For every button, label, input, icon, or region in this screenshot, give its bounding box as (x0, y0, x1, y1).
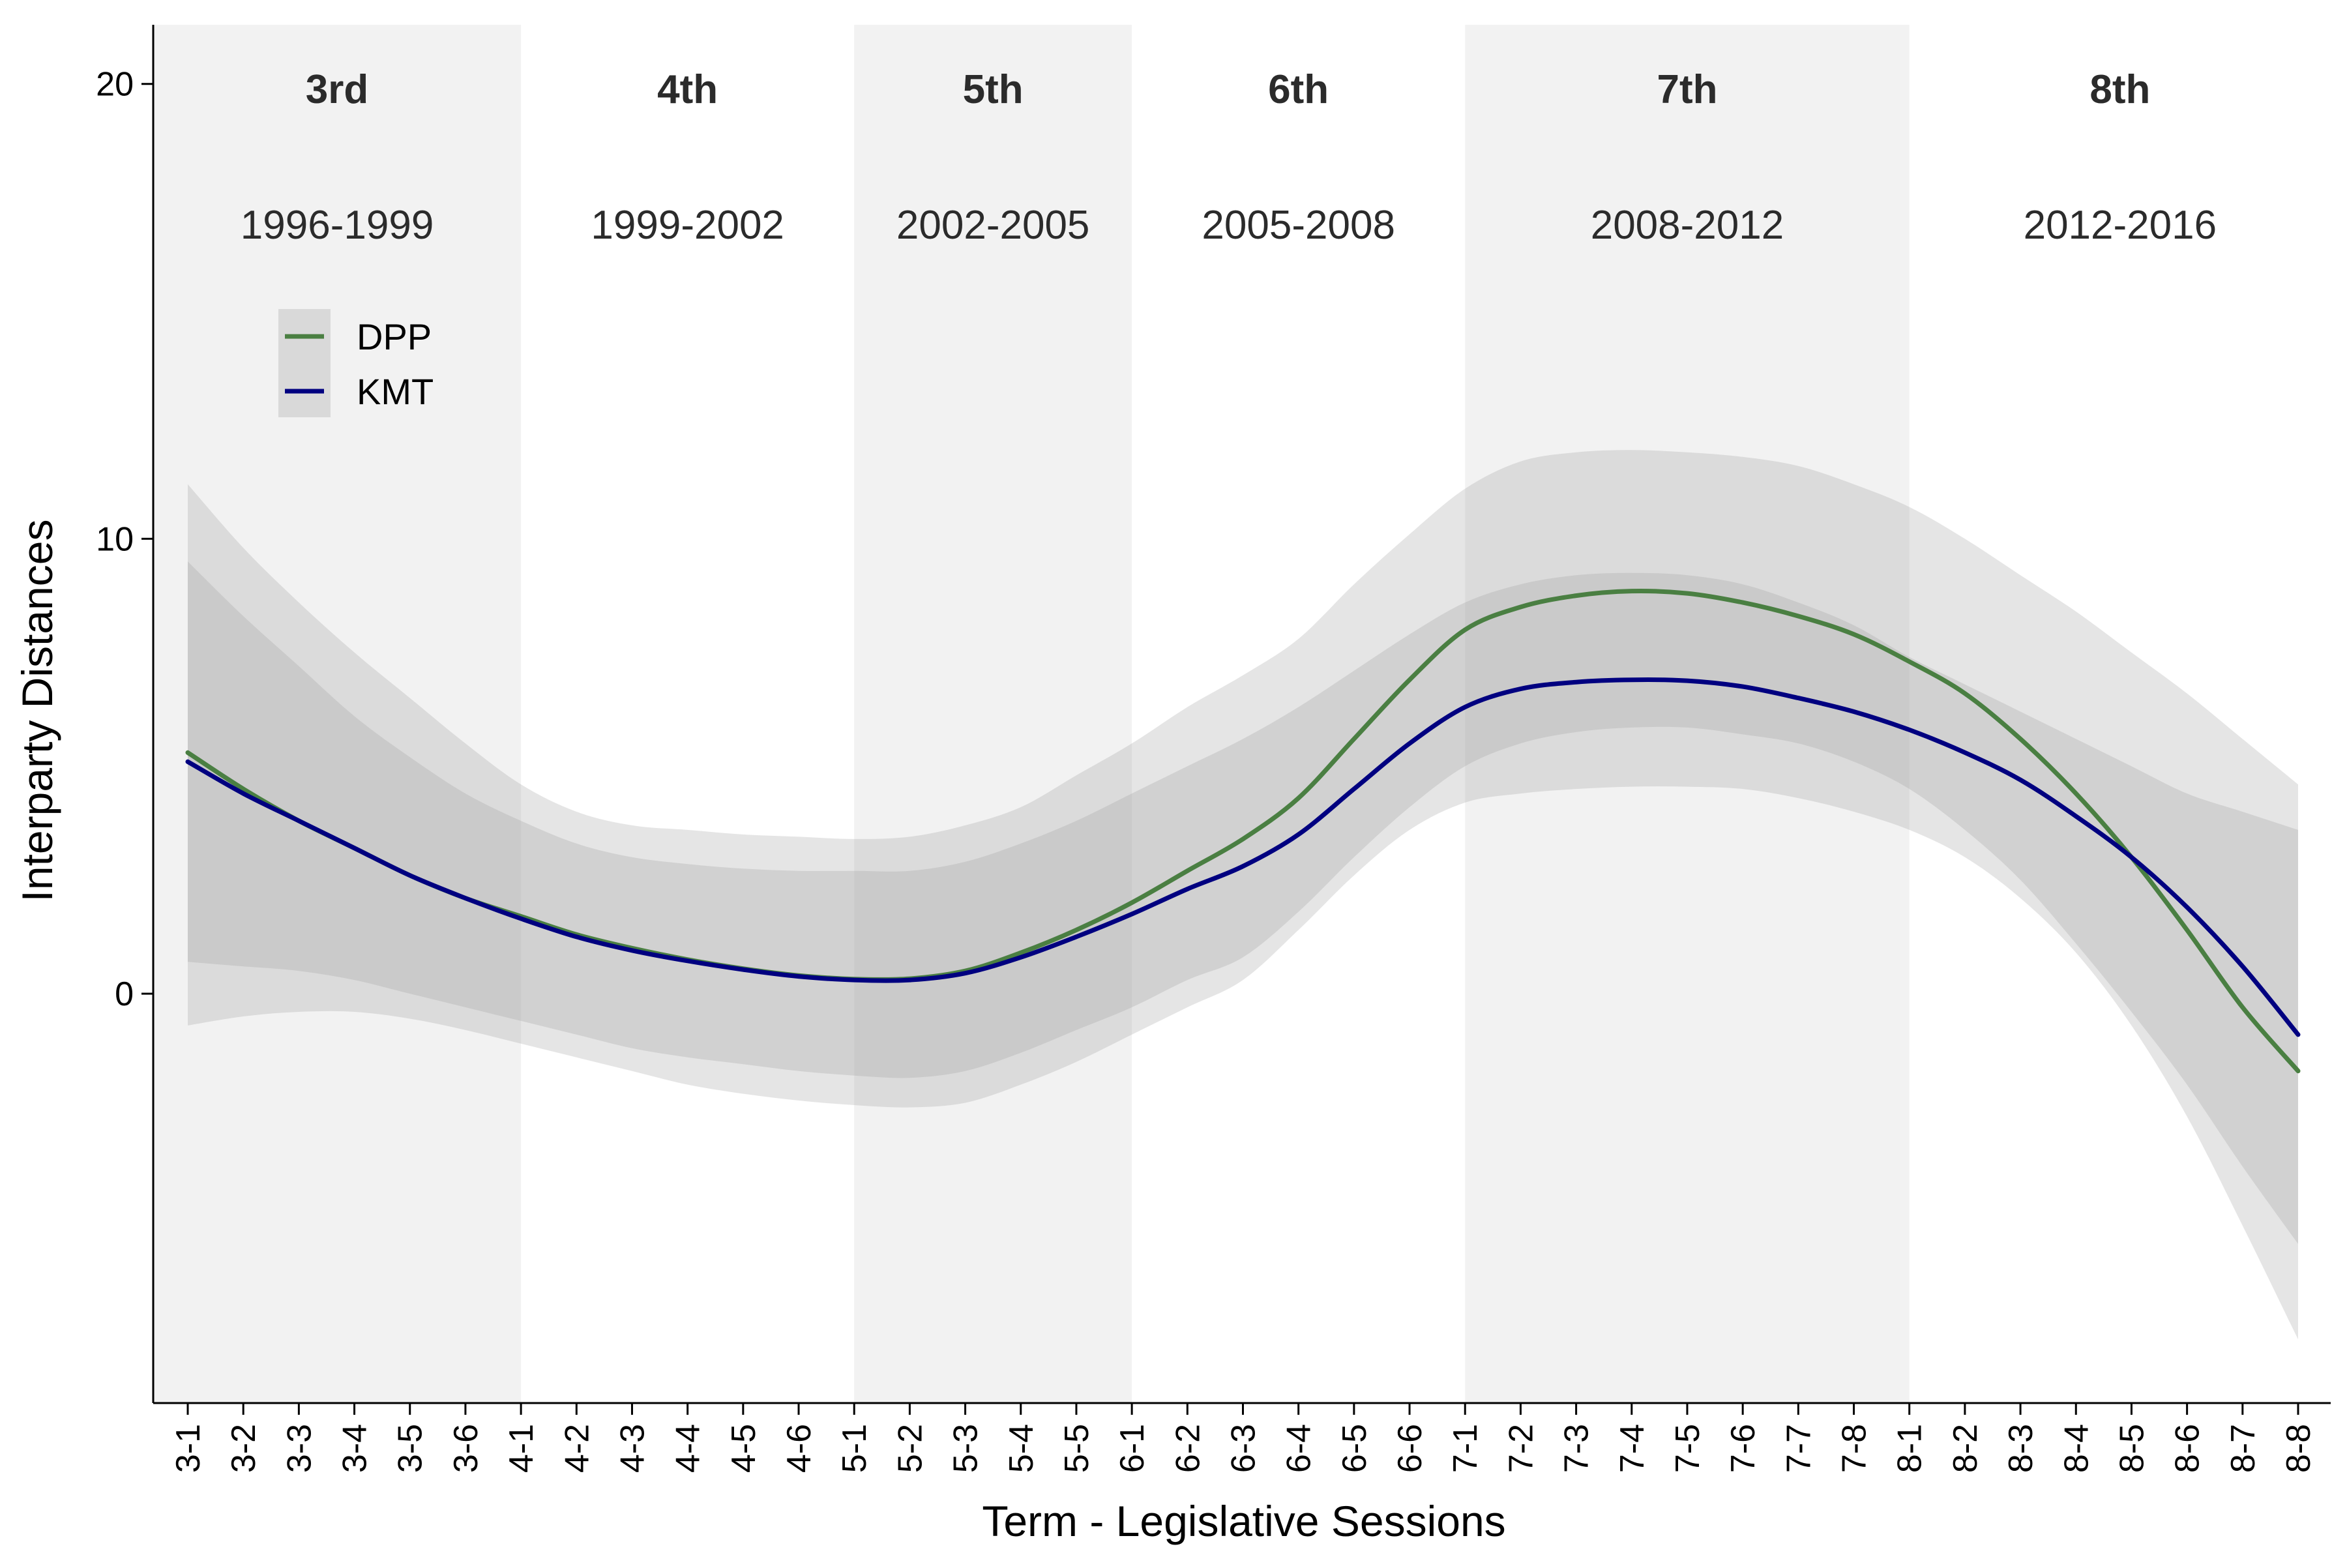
confidence-band-dpp (188, 450, 2298, 1340)
x-axis-title: Term - Legislative Sessions (982, 1497, 1505, 1545)
x-tick-label: 7-1 (1447, 1424, 1484, 1473)
x-tick-label: 4-1 (503, 1424, 540, 1473)
term-band-3 (854, 25, 1132, 1403)
x-tick-label: 3-2 (225, 1424, 263, 1473)
y-tick-label: 20 (96, 66, 134, 104)
x-tick-label: 5-3 (947, 1424, 985, 1473)
series-lines (185, 588, 2301, 1074)
term-years-6: 2012-2016 (2024, 203, 2217, 248)
term-bands (153, 25, 1910, 1403)
x-tick-label: 6-1 (1114, 1424, 1151, 1473)
term-name-3: 5th (963, 67, 1024, 112)
legend-label-dpp: DPP (357, 316, 432, 357)
term-years-2: 1999-2002 (591, 203, 784, 248)
term-name-1: 3rd (306, 67, 368, 112)
x-tick-label: 3-6 (447, 1424, 485, 1473)
x-tick-label: 4-2 (558, 1424, 596, 1473)
x-tick-label: 5-1 (836, 1424, 874, 1473)
y-tick-label: 10 (96, 520, 134, 558)
x-tick-label: 7-4 (1614, 1424, 1651, 1473)
x-tick-label: 5-2 (891, 1424, 929, 1473)
x-tick-label: 7-8 (1836, 1424, 1874, 1473)
y-axis-title: Interparty Distances (13, 520, 61, 902)
term-name-2: 4th (657, 67, 718, 112)
x-tick-label: 8-8 (2280, 1424, 2318, 1473)
x-tick-label: 3-4 (336, 1424, 374, 1473)
term-name-6: 8th (2089, 67, 2150, 112)
term-years-5: 2008-2012 (1591, 203, 1784, 248)
x-tick-label: 8-4 (2058, 1424, 2095, 1473)
x-tick-label: 3-5 (392, 1424, 430, 1473)
x-tick-label: 6-6 (1391, 1424, 1429, 1473)
term-years-3: 2002-2005 (896, 203, 1090, 248)
axes: 0 10 20 3-1 3-2 3-3 3-4 3-5 3-6 4-1 4-2 4-3 4-4 4-5 4-… (96, 25, 2331, 1473)
x-tick-label: 8-1 (1891, 1424, 1929, 1473)
x-tick-label: 6-2 (1169, 1424, 1207, 1473)
x-tick-label: 3-1 (170, 1424, 207, 1473)
y-tick-label: 0 (115, 975, 134, 1013)
confidence-band-kmt (188, 561, 2298, 1244)
term-years-1: 1996-1999 (241, 203, 434, 248)
term-years-4: 2005-2008 (1202, 203, 1395, 248)
legend-key-background (278, 309, 331, 417)
term-name-4: 6th (1268, 67, 1329, 112)
x-tick-label: 7-3 (1558, 1424, 1596, 1473)
x-tick-label: 5-4 (1003, 1424, 1041, 1473)
x-tick-label: 7-2 (1502, 1424, 1540, 1473)
x-tick-label: 4-3 (613, 1424, 651, 1473)
confidence-ribbons (188, 450, 2298, 1340)
x-tick-label: 4-5 (725, 1424, 763, 1473)
x-tick-label: 7-6 (1724, 1424, 1762, 1473)
x-tick-label: 4-6 (780, 1424, 818, 1473)
x-tick-label: 7-5 (1669, 1424, 1707, 1473)
x-tick-label: 6-5 (1336, 1424, 1374, 1473)
x-tick-label: 4-4 (670, 1424, 707, 1473)
x-tick-label: 8-6 (2169, 1424, 2207, 1473)
x-tick-label: 7-7 (1780, 1424, 1818, 1473)
x-tick-label: 8-2 (1947, 1424, 1985, 1473)
x-tick-label: 3-3 (280, 1424, 318, 1473)
series-line-kmt (185, 677, 2301, 1037)
term-band-1 (153, 25, 522, 1403)
term-name-5: 7th (1657, 67, 1717, 112)
x-tick-label: 8-3 (2002, 1424, 2040, 1473)
term-labels: 3rd 1996-1999 4th 1999-2002 5th 2002-2005 6th 2… (241, 67, 2217, 248)
legend-label-kmt: KMT (357, 371, 434, 412)
x-tick-label: 5-5 (1058, 1424, 1096, 1473)
x-tick-label: 6-4 (1280, 1424, 1318, 1473)
x-tick-label: 6-3 (1225, 1424, 1263, 1473)
term-band-5 (1465, 25, 1910, 1403)
legend: DPP KMT (278, 309, 434, 417)
x-tick-label: 8-5 (2113, 1424, 2151, 1473)
x-tick-label: 8-7 (2224, 1424, 2262, 1473)
